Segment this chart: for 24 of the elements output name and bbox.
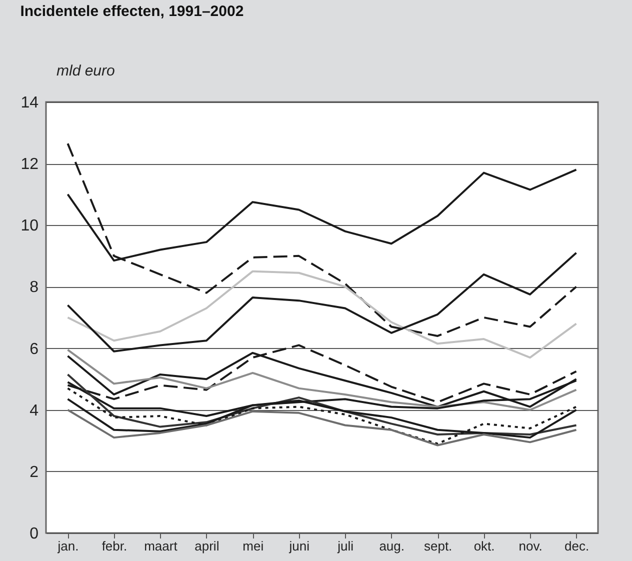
y-tick-label: 2 bbox=[30, 464, 39, 481]
x-tick-label: maart bbox=[144, 538, 178, 554]
x-tick-label: dec. bbox=[564, 538, 590, 554]
y-tick-label: 6 bbox=[30, 340, 39, 358]
x-tick-label: febr. bbox=[102, 538, 128, 554]
line-series bbox=[66, 270, 578, 359]
y-tick-label: 8 bbox=[30, 279, 39, 296]
y-tick-label: 14 bbox=[20, 94, 39, 112]
y-tick-label: 4 bbox=[30, 402, 39, 420]
x-tick-label: mei bbox=[242, 538, 264, 554]
line-series bbox=[66, 408, 578, 446]
y-axis-title: mld euro bbox=[56, 62, 115, 80]
chart-title: Incidentele effecten, 1991–2002 bbox=[20, 3, 244, 20]
y-tick-label: 0 bbox=[30, 526, 39, 542]
x-tick-label: aug. bbox=[379, 538, 405, 554]
x-tick-label: sept. bbox=[424, 538, 452, 554]
y-tick-label: 12 bbox=[20, 156, 39, 174]
x-tick-label: april bbox=[194, 538, 220, 554]
x-tick-label: nov. bbox=[518, 538, 542, 554]
y-tick-label: 10 bbox=[20, 218, 39, 235]
x-tick-label: okt. bbox=[474, 538, 495, 554]
x-tick-label: jan. bbox=[56, 538, 79, 554]
x-tick-label: juli bbox=[336, 538, 354, 554]
x-tick-label: juni bbox=[288, 538, 310, 554]
